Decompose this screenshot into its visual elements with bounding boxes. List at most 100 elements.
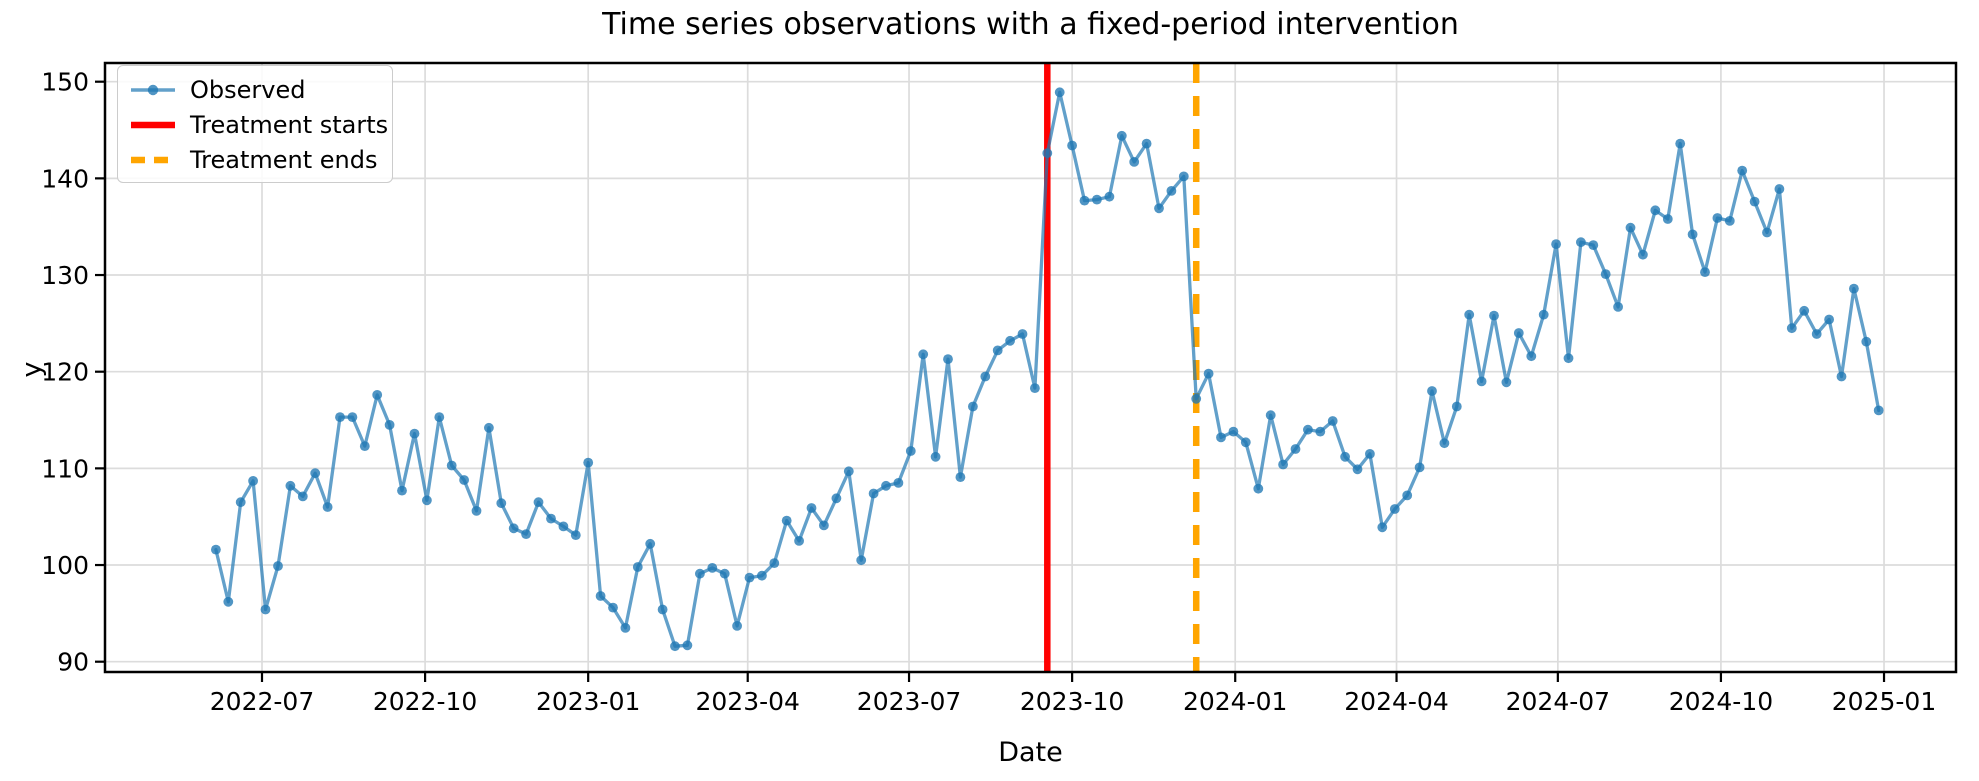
data-point	[1824, 314, 1834, 325]
data-point	[285, 480, 296, 491]
x-tick-label: 2023-04	[695, 687, 799, 716]
chart-title: Time series observations with a fixed-pe…	[602, 7, 1459, 42]
data-point	[1104, 191, 1115, 202]
data-point	[1303, 424, 1313, 435]
data-point	[1811, 329, 1822, 339]
data-point	[1439, 438, 1450, 449]
data-point	[1178, 171, 1189, 182]
data-point	[1129, 157, 1140, 167]
data-point	[918, 349, 929, 360]
data-point	[372, 390, 383, 400]
data-point	[980, 371, 991, 382]
data-point	[881, 480, 891, 491]
data-point	[521, 529, 531, 539]
observed-line-marker-icon	[131, 84, 175, 95]
x-tick-label: 2023-07	[857, 687, 961, 716]
data-point	[769, 558, 780, 568]
data-point	[1774, 184, 1785, 194]
data-point	[1737, 165, 1748, 176]
data-point	[1365, 449, 1375, 459]
data-point	[1340, 451, 1350, 462]
x-tick-label: 2022-10	[373, 687, 477, 716]
x-tick-label: 2024-04	[1344, 687, 1448, 716]
data-point	[1836, 371, 1847, 382]
data-point	[1724, 216, 1735, 226]
orange-dashed-line-icon	[131, 156, 175, 163]
data-point	[1228, 426, 1239, 437]
data-point	[831, 493, 842, 504]
data-point	[1092, 194, 1102, 205]
data-point	[1476, 376, 1487, 387]
data-point	[806, 503, 817, 513]
data-point	[707, 563, 718, 573]
data-point	[1389, 504, 1400, 514]
data-point	[1675, 138, 1686, 149]
data-point	[1749, 196, 1760, 207]
data-point	[1017, 329, 1028, 339]
data-point	[682, 640, 693, 651]
legend-item-treatment-starts: Treatment starts	[130, 107, 392, 142]
data-point	[1377, 522, 1388, 533]
data-point	[1054, 87, 1065, 98]
data-point	[1278, 459, 1288, 470]
data-point	[1005, 335, 1015, 346]
y-tick-label: 150	[41, 68, 89, 97]
data-point	[1625, 222, 1636, 233]
data-point	[583, 457, 594, 468]
data-point	[819, 520, 829, 531]
data-point	[273, 561, 283, 571]
data-point	[955, 472, 966, 482]
data-point	[384, 420, 395, 430]
data-point	[1451, 401, 1462, 412]
data-point	[359, 441, 370, 451]
data-point	[1414, 462, 1425, 473]
data-point	[1216, 432, 1226, 443]
x-tick-label: 2023-01	[536, 687, 640, 716]
data-point	[1849, 283, 1859, 294]
data-point	[546, 513, 556, 524]
data-point	[1079, 195, 1090, 206]
data-point	[1327, 416, 1338, 426]
data-point	[670, 641, 680, 652]
y-tick-label: 100	[41, 551, 89, 580]
x-tick-label: 2023-10	[1020, 687, 1124, 716]
red-solid-line-icon	[131, 121, 175, 128]
data-point	[1315, 426, 1326, 437]
legend-item-treatment-ends: Treatment ends	[130, 142, 392, 177]
data-point	[1489, 310, 1499, 321]
data-point	[446, 460, 457, 471]
data-point	[235, 497, 246, 508]
data-point	[1464, 309, 1475, 320]
data-point	[1588, 240, 1599, 251]
data-point	[1253, 483, 1264, 494]
data-point	[1538, 309, 1549, 320]
data-point	[868, 488, 879, 499]
data-point	[1030, 383, 1040, 393]
legend: Observed Treatment starts Treatment ends	[117, 65, 393, 183]
data-point	[1166, 186, 1177, 196]
data-point	[1191, 393, 1202, 404]
data-point	[1513, 328, 1524, 338]
data-point	[968, 401, 978, 412]
y-tick-label: 140	[41, 164, 89, 193]
data-point	[905, 446, 916, 456]
data-point	[1042, 148, 1053, 159]
axes-frame	[103, 61, 1958, 674]
y-tick-label: 110	[41, 454, 89, 483]
data-point	[1638, 249, 1648, 260]
data-point	[992, 345, 1003, 356]
data-point	[843, 466, 854, 477]
data-point	[297, 491, 308, 502]
data-point	[260, 604, 271, 615]
data-point	[1873, 405, 1884, 416]
data-point	[1290, 444, 1301, 454]
data-point	[1799, 305, 1810, 316]
data-point	[794, 536, 804, 546]
data-point	[645, 538, 656, 549]
data-point	[1203, 368, 1214, 379]
legend-item-observed: Observed	[130, 72, 392, 107]
data-point	[744, 572, 755, 583]
x-tick-label: 2022-07	[210, 687, 314, 716]
data-point	[657, 604, 668, 615]
